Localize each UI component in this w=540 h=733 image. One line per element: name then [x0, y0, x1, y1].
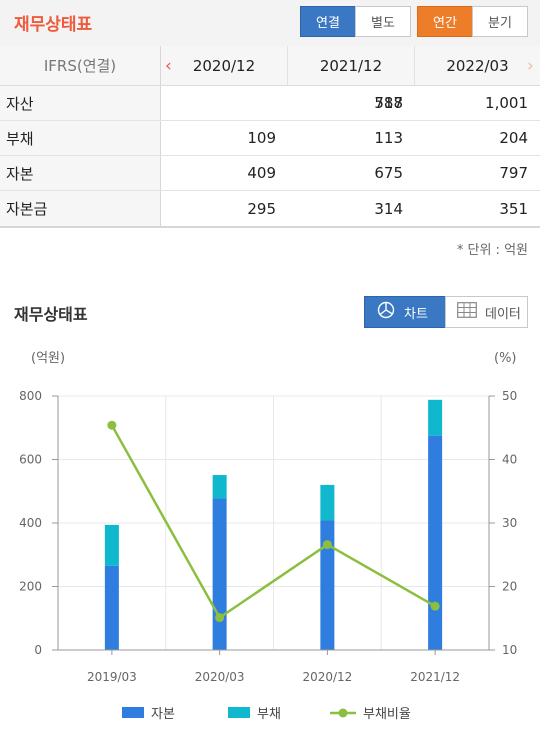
chart-section-title: 재무상태표 — [14, 305, 88, 324]
table-cell: 351 — [499, 199, 528, 218]
row-label: 자산 — [0, 86, 161, 120]
table-cell: 295 — [247, 199, 276, 218]
row-label: 부채 — [0, 121, 161, 155]
x-tick-label: 2020/12 — [302, 670, 352, 684]
table-cell: 204 — [499, 129, 528, 147]
chart-toggle-button[interactable]: 차트 — [364, 296, 446, 328]
legend-label: 부채비율 — [363, 707, 411, 722]
y-tick-label: 800 — [19, 389, 42, 403]
balance-sheet-chart: (억원) (%) 0 200 400 600 800 10 20 30 40 50 2019/03 202… — [0, 340, 540, 733]
period-header: 2020/12 — [161, 46, 288, 85]
table-cell: 1,001 — [485, 94, 528, 112]
legend-swatch-marker — [338, 708, 348, 718]
table-cell: 788 — [374, 94, 403, 112]
table-cell: 409 — [247, 164, 276, 182]
period-header: 2022/03 — [446, 56, 509, 75]
table-cell: 675 — [374, 164, 403, 182]
bar-equity — [104, 565, 119, 650]
bar-liabilities — [320, 484, 335, 521]
legend-swatch — [228, 707, 250, 718]
table-cell: 797 — [499, 164, 528, 182]
legend-label: 자본 — [151, 707, 175, 722]
table-label-header: IFRS(연결) — [0, 46, 161, 85]
bar-equity — [428, 435, 443, 650]
row-label: 자본금 — [0, 191, 161, 226]
y-tick-label: 0 — [34, 643, 42, 657]
annual-button[interactable]: 연간 — [417, 6, 473, 37]
debt-ratio-point — [107, 420, 117, 430]
bar-equity — [212, 498, 227, 650]
bar-liabilities — [212, 475, 227, 499]
table-grid-icon — [457, 302, 477, 322]
legend-label: 부채 — [257, 707, 281, 722]
x-tick-label: 2021/12 — [410, 670, 460, 684]
y2-tick-label: 10 — [502, 643, 517, 657]
y-tick-label: 400 — [19, 516, 42, 530]
table-cell: 109 — [247, 129, 276, 147]
debt-ratio-line — [110, 424, 436, 620]
page-title: 재무상태표 — [14, 15, 93, 35]
right-axis-unit: (%) — [494, 351, 517, 366]
table-header-row: IFRS(연결) ‹ 2020/12 2021/12 2022/03 › — [0, 46, 540, 86]
table-cell: 517 — [374, 94, 403, 112]
y2-tick-label: 20 — [502, 580, 517, 594]
bar-liabilities — [428, 399, 443, 436]
y-tick-label: 200 — [19, 580, 42, 594]
debt-ratio-point — [430, 601, 440, 611]
debt-ratio-point — [215, 613, 225, 623]
y2-tick-label: 50 — [502, 389, 517, 403]
table-cell: 314 — [374, 199, 403, 218]
debt-ratio-point — [322, 540, 332, 550]
left-axis-unit: (억원) — [31, 351, 65, 366]
unit-note: * 단위 : 억원 — [456, 243, 528, 258]
row-label: 자본 — [0, 156, 161, 190]
x-tick-label: 2019/03 — [87, 670, 137, 684]
chevron-left-icon[interactable]: ‹ — [165, 56, 172, 76]
x-tick-label: 2020/03 — [195, 670, 245, 684]
table-row: 자산 517 788 1,001 — [0, 86, 540, 121]
pie-chart-icon — [377, 301, 395, 323]
chevron-right-icon[interactable]: › — [527, 56, 534, 76]
y2-tick-label: 30 — [502, 516, 517, 530]
bar-equity — [320, 520, 335, 650]
bar-liabilities — [104, 524, 119, 566]
data-toggle-label: 데이터 — [485, 306, 521, 322]
y2-tick-label: 40 — [502, 453, 517, 467]
chart-toggle-label: 차트 — [404, 306, 428, 322]
period-header: 2021/12 — [288, 46, 415, 85]
header-bar: 재무상태표 연결 별도 연간 분기 — [0, 0, 540, 46]
separate-button[interactable]: 별도 — [355, 6, 411, 37]
table-cell: 113 — [374, 129, 403, 147]
y-tick-label: 600 — [19, 453, 42, 467]
data-toggle-button[interactable]: 데이터 — [445, 296, 528, 328]
table-row: 부채 109 113 204 — [0, 121, 540, 156]
quarterly-button[interactable]: 분기 — [472, 6, 528, 37]
table-row: 자본금 295 314 351 — [0, 191, 540, 228]
consolidated-button[interactable]: 연결 — [300, 6, 356, 37]
table-row: 자본 409 675 797 — [0, 156, 540, 191]
legend-swatch — [122, 707, 144, 718]
